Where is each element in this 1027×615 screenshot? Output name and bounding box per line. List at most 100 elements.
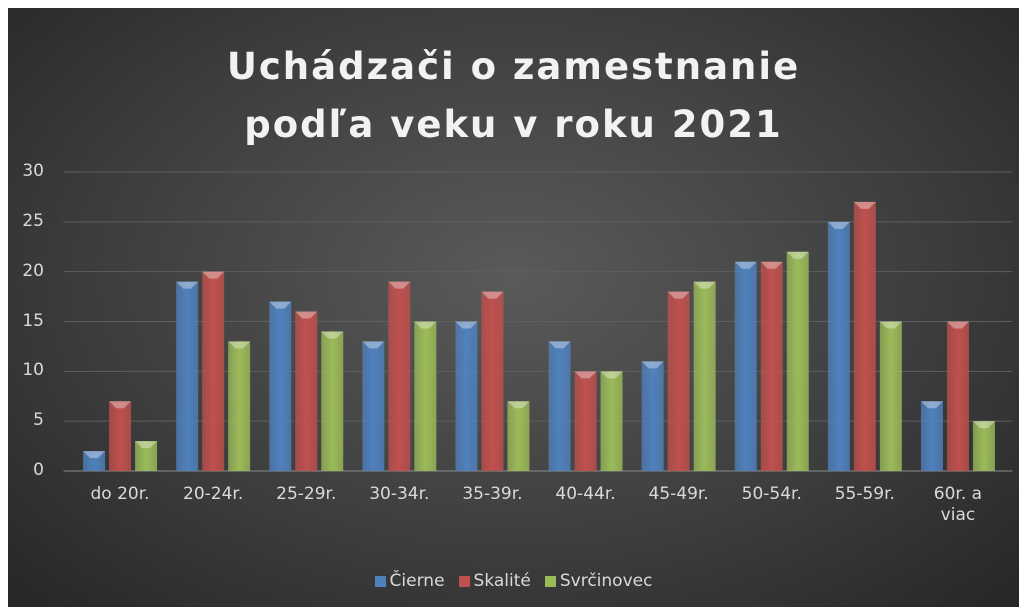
- bar-bevel: [760, 261, 783, 269]
- x-tick-label: 45-49r.: [648, 484, 709, 504]
- bar-group: [920, 401, 943, 471]
- bar-bevel: [109, 401, 132, 409]
- bar-group: [972, 421, 995, 471]
- x-tick-label: 20-24r.: [183, 484, 244, 504]
- bar: [135, 441, 158, 471]
- bar: [507, 401, 530, 471]
- bar-group: [760, 261, 783, 471]
- bar-bevel: [879, 321, 902, 329]
- bar: [760, 261, 783, 471]
- x-tick-label: do 20r.: [90, 484, 150, 504]
- bar: [109, 401, 132, 471]
- bar-bevel: [972, 421, 995, 429]
- bar-bevel: [481, 291, 504, 299]
- bar: [574, 371, 597, 471]
- bar-group: [946, 321, 969, 471]
- bar-group: [295, 311, 318, 471]
- bar-bevel: [946, 321, 969, 329]
- legend-label: Svrčinovec: [559, 571, 653, 591]
- y-tick-label: 10: [22, 360, 44, 381]
- bar-bevel: [83, 451, 106, 459]
- bar-bevel: [548, 341, 571, 349]
- y-tick-label: 15: [22, 310, 44, 331]
- bar-bevel: [295, 311, 318, 319]
- bar: [693, 281, 716, 471]
- x-tick-label: 25-29r.: [276, 484, 337, 504]
- legend-swatch: [458, 575, 470, 587]
- bar: [827, 221, 850, 471]
- bar-bevel: [693, 281, 716, 289]
- bar: [641, 361, 664, 471]
- y-tick-label: 0: [33, 460, 44, 480]
- bar-bevel: [176, 281, 199, 289]
- bar-bevel: [786, 251, 809, 259]
- bar-group: [853, 201, 876, 471]
- y-tick-label: 5: [33, 410, 44, 431]
- bar-group: [321, 331, 344, 471]
- chart-title: Uchádzači o zamestnanie podľa veku v rok…: [226, 45, 801, 146]
- bar-bevel: [641, 361, 664, 369]
- bar: [455, 321, 478, 471]
- bar-bevel: [920, 401, 943, 409]
- bar-bevel: [202, 271, 225, 279]
- bar-bevel: [507, 401, 530, 409]
- bar-group: [388, 281, 411, 471]
- bar-bevel: [574, 371, 597, 379]
- bar-group: [414, 321, 437, 471]
- bar-group: [202, 271, 225, 471]
- bar-bevel: [321, 331, 344, 339]
- bar: [853, 201, 876, 471]
- y-tick-label: 20: [22, 260, 44, 281]
- y-tick-label: 25: [22, 210, 44, 231]
- x-tick-label: 35-39r.: [462, 484, 523, 504]
- bar-group: [574, 371, 597, 471]
- bar-group: [641, 361, 664, 471]
- plot-area: [63, 171, 1013, 472]
- bar: [202, 271, 225, 471]
- bar-group: [667, 291, 690, 471]
- bar: [176, 281, 199, 471]
- bar: [600, 371, 623, 471]
- bar: [295, 311, 318, 471]
- bar-group: [507, 401, 530, 471]
- bar-group: [481, 291, 504, 471]
- legend-item: Čierne: [374, 571, 445, 591]
- bar: [362, 341, 385, 471]
- x-tick-label: 30-34r.: [369, 484, 430, 504]
- bar: [920, 401, 943, 471]
- bar: [879, 321, 902, 471]
- bar: [388, 281, 411, 471]
- legend: Čierne Skalité Svrčinovec: [8, 571, 1019, 591]
- bar: [734, 261, 757, 471]
- bar-bevel: [827, 221, 850, 229]
- bar: [548, 341, 571, 471]
- bar-bevel: [269, 301, 292, 309]
- bar-bevel: [388, 281, 411, 289]
- bar-group: [600, 371, 623, 471]
- x-tick-label: 40-44r.: [555, 484, 616, 504]
- bar: [786, 251, 809, 471]
- bar: [83, 451, 106, 471]
- bar-bevel: [600, 371, 623, 379]
- bar-group: [176, 281, 199, 471]
- x-tick-label: 55-59r.: [834, 484, 895, 504]
- legend-label: Čierne: [389, 571, 445, 591]
- bar-group: [455, 321, 478, 471]
- bar-bevel: [455, 321, 478, 329]
- legend-swatch: [374, 575, 386, 587]
- bar-bevel: [362, 341, 385, 349]
- bar-group: [269, 301, 292, 471]
- bar-group: [827, 221, 850, 471]
- chart: Uchádzači o zamestnanie podľa veku v rok…: [8, 8, 1019, 607]
- x-tick-label: 60r. a viac: [933, 484, 983, 525]
- bar: [228, 341, 251, 471]
- bar-bevel: [853, 201, 876, 209]
- bar-group: [228, 341, 251, 471]
- bar-group: [362, 341, 385, 471]
- legend-label: Skalité: [473, 571, 531, 591]
- bar-group: [693, 281, 716, 471]
- bar-group: [734, 261, 757, 471]
- bar-group: [879, 321, 902, 471]
- bar-group: [786, 251, 809, 471]
- bar-group: [135, 441, 158, 471]
